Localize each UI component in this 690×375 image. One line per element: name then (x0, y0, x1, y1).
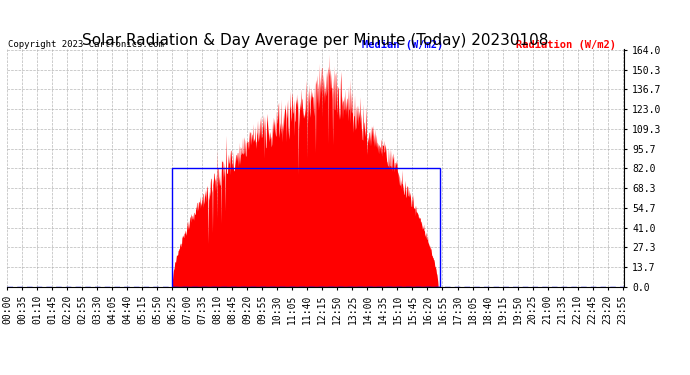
Text: Median (W/m2): Median (W/m2) (362, 40, 443, 51)
Title: Solar Radiation & Day Average per Minute (Today) 20230108: Solar Radiation & Day Average per Minute… (83, 33, 549, 48)
Text: Copyright 2023 Cartronics.com: Copyright 2023 Cartronics.com (8, 40, 164, 50)
Bar (172, 168, 440, 287)
Text: Radiation (W/m2): Radiation (W/m2) (516, 40, 616, 51)
